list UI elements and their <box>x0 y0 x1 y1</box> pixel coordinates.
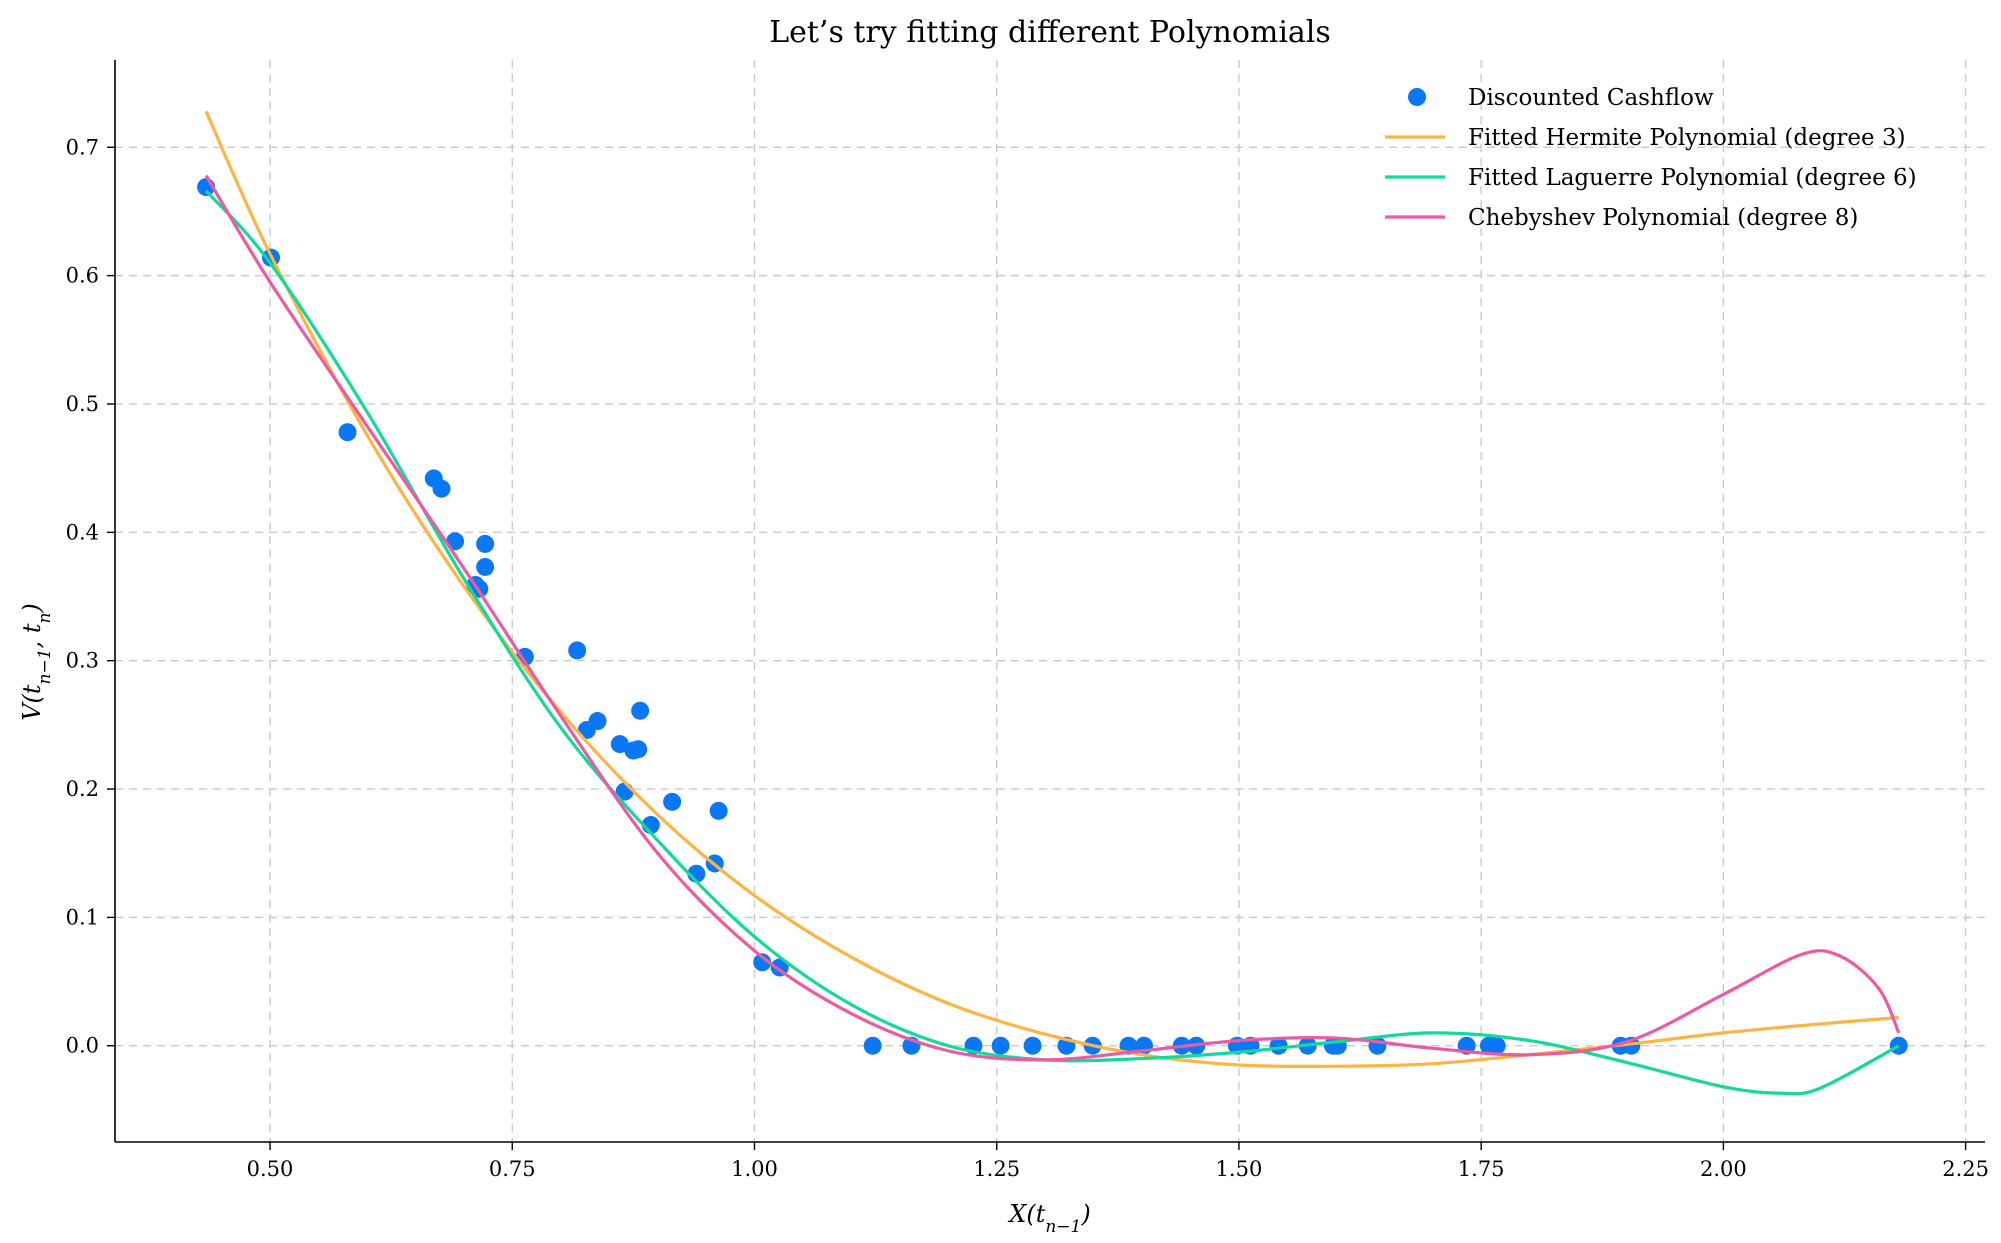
y-tick-label: 0.0 <box>66 1034 99 1058</box>
data-point <box>432 479 451 498</box>
x-tick-label: 1.50 <box>1216 1157 1263 1181</box>
y-tick-label: 0.4 <box>66 520 99 544</box>
data-point <box>753 953 772 972</box>
data-point <box>863 1036 882 1055</box>
legend-label: Fitted Laguerre Polynomial (degree 6) <box>1468 165 1917 191</box>
legend-label: Chebyshev Polynomial (degree 8) <box>1468 205 1858 231</box>
y-axis-label: V(tn−1, tn) <box>18 603 55 721</box>
scatter-series <box>197 178 1908 1055</box>
data-point <box>631 701 650 720</box>
legend-label: Fitted Hermite Polynomial (degree 3) <box>1468 125 1906 151</box>
x-axis-label: X(tn−1) <box>1007 1200 1090 1237</box>
y-tick-label: 0.2 <box>66 777 99 801</box>
data-point <box>1023 1036 1042 1055</box>
data-point <box>1487 1036 1506 1055</box>
x-tick-label: 2.25 <box>1942 1157 1989 1181</box>
x-tick-label: 0.50 <box>247 1157 294 1181</box>
x-tick-label: 0.75 <box>489 1157 536 1181</box>
y-tick-label: 0.7 <box>66 135 99 159</box>
y-tick-label: 0.3 <box>66 649 99 673</box>
series-line-2 <box>204 189 1900 1096</box>
x-axis: 0.50 0.75 1.00 1.25 1.50 1.75 2.00 2.25 <box>247 1142 1989 1181</box>
data-point <box>338 423 357 442</box>
x-tick-label: 1.25 <box>973 1157 1020 1181</box>
data-point <box>663 792 682 811</box>
legend-label: Discounted Cashflow <box>1468 85 1714 111</box>
y-tick-label: 0.5 <box>66 392 99 416</box>
x-tick-label: 2.00 <box>1700 1157 1747 1181</box>
data-point <box>588 712 607 731</box>
data-point <box>1368 1036 1387 1055</box>
legend: Discounted Cashflow Fitted Hermite Polyno… <box>1385 85 1917 231</box>
chart-title: Let’s try fitting different Polynomials <box>769 15 1331 50</box>
data-point <box>991 1036 1010 1055</box>
data-point <box>476 557 495 576</box>
data-point <box>1269 1036 1288 1055</box>
data-point <box>709 801 728 820</box>
y-tick-label: 0.6 <box>66 264 99 288</box>
data-point <box>568 641 587 660</box>
data-point <box>476 534 495 553</box>
data-point <box>610 735 629 754</box>
legend-marker <box>1408 88 1426 106</box>
axes-spines <box>114 60 1985 1143</box>
series-line-1 <box>204 110 1899 1069</box>
y-axis: 0.0 0.1 0.2 0.3 0.4 0.5 0.6 0.7 <box>66 135 115 1058</box>
x-tick-label: 1.00 <box>731 1157 778 1181</box>
data-point <box>629 740 648 759</box>
series-layer <box>197 110 1908 1096</box>
x-tick-label: 1.75 <box>1458 1157 1505 1181</box>
y-tick-label: 0.1 <box>66 905 99 929</box>
series-line-3 <box>204 174 1901 1062</box>
